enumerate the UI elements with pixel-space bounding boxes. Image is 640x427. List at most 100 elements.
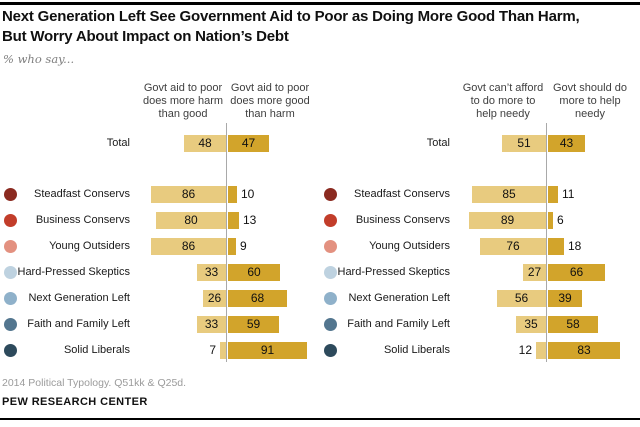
bar-value-label: 26 — [207, 291, 222, 305]
subtitle: % who say... — [3, 52, 75, 66]
axis-line — [226, 123, 227, 362]
value-bar-dark — [228, 264, 280, 281]
value-bar-light — [469, 212, 546, 229]
category-label: Business Conservs — [35, 214, 130, 226]
bar-value-label: 86 — [181, 239, 196, 253]
bar-value-label: 66 — [569, 265, 584, 279]
source-note: 2014 Political Typology. Q51kk & Q25d. — [2, 377, 187, 389]
category-dot — [4, 292, 17, 305]
brand-footer: PEW RESEARCH CENTER — [2, 396, 148, 408]
value-bar-dark — [548, 290, 582, 307]
category-dot — [4, 344, 17, 357]
value-bar-light — [184, 135, 226, 152]
column-header-line: more to help — [559, 95, 621, 107]
bar-value-label: 91 — [260, 343, 275, 357]
column-header-left: Govt can’t afford to do more to help needy — [433, 82, 573, 121]
category-dot — [324, 344, 337, 357]
column-header-line: Govt aid to poor — [230, 82, 310, 94]
category-label: Total — [106, 137, 130, 149]
bar-value-label: 35 — [524, 317, 538, 331]
bar-value-label: 58 — [566, 317, 580, 331]
value-bar-light — [220, 342, 226, 359]
category-dot — [4, 214, 17, 227]
category-label: Total — [426, 137, 450, 149]
value-bar-light — [480, 238, 546, 255]
bar-value-label: 83 — [577, 343, 591, 357]
top-rule — [0, 2, 640, 5]
value-bar-dark — [228, 316, 279, 333]
bar-value-label: 10 — [241, 187, 255, 201]
value-bar-dark — [548, 238, 564, 255]
bar-value-label: 68 — [250, 291, 265, 305]
column-header-line: help needy — [476, 108, 530, 120]
bar-value-label: 59 — [246, 317, 261, 331]
value-bar-light — [151, 186, 226, 203]
value-bar-dark — [548, 264, 605, 281]
category-label: Next Generation Left — [28, 292, 130, 304]
bar-value-label: 33 — [204, 265, 219, 279]
value-bar-light — [516, 316, 546, 333]
category-label: Faith and Family Left — [347, 318, 450, 330]
value-bar-light — [203, 290, 226, 307]
category-label: Steadfast Conservs — [354, 188, 450, 200]
bar-value-label: 86 — [181, 187, 196, 201]
value-bar-dark — [228, 342, 307, 359]
category-dot — [324, 188, 337, 201]
bar-value-label: 56 — [514, 291, 529, 305]
bar-value-label: 39 — [558, 291, 572, 305]
category-dot — [324, 292, 337, 305]
category-label: Business Conservs — [355, 214, 450, 226]
bar-value-label: 80 — [184, 213, 198, 227]
category-label: Hard-Pressed Skeptics — [337, 266, 451, 278]
page-title: Next Generation Left See Government Aid … — [2, 7, 638, 47]
column-header-line: than harm — [245, 108, 295, 120]
value-bar-light — [156, 212, 226, 229]
category-dot — [324, 318, 337, 331]
page-title-line2: But Worry About Impact on Nation’s Debt — [2, 28, 289, 45]
page-title-line1: Next Generation Left See Government Aid … — [2, 8, 580, 25]
category-dot — [4, 318, 17, 331]
value-bar-light — [197, 316, 226, 333]
column-header-line: does more good — [230, 95, 310, 107]
column-header-line: than good — [158, 108, 208, 120]
column-header-line: Govt aid to poor — [143, 82, 223, 94]
column-header-line: needy — [575, 108, 605, 120]
category-label: Young Outsiders — [369, 240, 450, 252]
column-header-right: Govt aid to poor does more good than harm — [200, 82, 340, 121]
category-dot — [4, 240, 17, 253]
category-label: Steadfast Conservs — [34, 188, 130, 200]
bar-value-label: 7 — [209, 343, 216, 357]
category-dot — [324, 214, 337, 227]
category-label: Solid Liberals — [63, 344, 130, 356]
bar-value-label: 9 — [240, 239, 247, 253]
value-bar-light — [523, 264, 546, 281]
chart-panel-harm-vs-good: Govt aid to poor does more harm than good G… — [0, 75, 320, 375]
value-bar-dark — [548, 212, 553, 229]
column-header-line: does more harm — [142, 95, 224, 107]
bar-value-label: 33 — [204, 317, 219, 331]
category-dot — [324, 240, 337, 253]
value-bar-dark — [548, 135, 585, 152]
value-bar-light — [197, 264, 226, 281]
bar-value-label: 47 — [241, 136, 256, 150]
value-bar-dark — [228, 135, 269, 152]
value-bar-dark — [228, 212, 239, 229]
bar-value-label: 13 — [243, 213, 257, 227]
category-dot — [4, 188, 17, 201]
bar-value-label: 60 — [247, 265, 261, 279]
column-header-line: Govt should do — [553, 82, 627, 94]
category-label: Faith and Family Left — [27, 318, 130, 330]
bar-value-label: 89 — [500, 213, 515, 227]
value-bar-dark — [548, 342, 620, 359]
bar-value-label: 48 — [198, 136, 212, 150]
column-header-line: Govt can’t afford — [462, 82, 544, 94]
value-bar-light — [536, 342, 546, 359]
axis-line — [546, 123, 547, 362]
bar-value-label: 6 — [557, 213, 564, 227]
bar-value-label: 11 — [562, 187, 575, 201]
value-bar-dark — [228, 290, 287, 307]
category-label: Young Outsiders — [49, 240, 130, 252]
category-label: Next Generation Left — [348, 292, 450, 304]
category-label: Solid Liberals — [383, 344, 450, 356]
